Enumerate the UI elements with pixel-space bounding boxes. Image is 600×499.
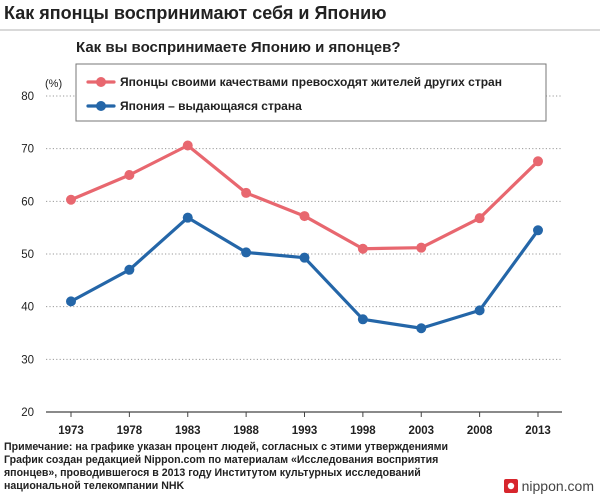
brand-name: nippon.com — [521, 478, 594, 494]
footnote-line: японцев», проводившегося в 2013 году Инс… — [4, 467, 421, 479]
series — [66, 140, 543, 334]
data-point — [533, 156, 543, 167]
x-tick-label: 2013 — [525, 425, 551, 437]
nippon-logo-icon — [503, 479, 518, 493]
y-tick-label: 80 — [21, 91, 34, 103]
series-1 — [66, 140, 543, 254]
x-tick-label: 2003 — [408, 425, 434, 437]
y-tick-label: 60 — [21, 196, 34, 208]
data-point — [416, 242, 427, 253]
data-point — [299, 211, 310, 222]
legend-entry: Японцы своими качествами превосходят жит… — [86, 75, 502, 89]
y-tick-label: 20 — [21, 407, 34, 419]
y-tick-label: 70 — [21, 144, 34, 156]
chart-title: Как вы воспринимаете Японию и японцев? — [76, 39, 401, 56]
footnote: Примечание: на графике указан процент лю… — [4, 441, 484, 493]
legend-marker — [96, 101, 106, 111]
x-tick-label: 1993 — [292, 425, 318, 437]
data-point — [299, 252, 310, 263]
data-point — [124, 264, 135, 275]
legend-label: Японцы своими качествами превосходят жит… — [120, 75, 502, 89]
axes: 20 30 40 50 60 70 80 1973 1978 1983 1988 1993 1998 20… — [21, 91, 562, 437]
legend: Японцы своими качествами превосходят жит… — [75, 63, 547, 122]
data-point — [474, 305, 485, 316]
x-tick-label: 1983 — [175, 425, 201, 437]
data-point — [241, 187, 252, 198]
page-title: Как японцы воспринимают себя и Японию — [4, 3, 387, 23]
y-tick-label: 40 — [21, 302, 34, 314]
gridlines — [46, 95, 562, 360]
y-axis-unit: (%) — [45, 78, 63, 90]
footnote-line: График создан редакцией Nippon.com по ма… — [4, 454, 439, 466]
x-tick-label: 1973 — [58, 425, 84, 437]
data-point — [182, 212, 193, 223]
x-tick-label: 1988 — [233, 425, 259, 437]
data-point — [474, 213, 485, 224]
legend-label: Япония – выдающаяся страна — [120, 99, 302, 113]
series-2 — [66, 212, 543, 334]
data-point — [357, 243, 368, 254]
title-divider — [0, 29, 600, 31]
data-point — [241, 247, 252, 258]
x-tick-label: 2008 — [467, 425, 493, 437]
footnote-line: национальной телекомпании NHK — [4, 480, 185, 492]
series-line — [69, 143, 540, 251]
brand-logo[interactable]: nippon.com — [503, 478, 594, 494]
footnote-line: Примечание: на графике указан процент лю… — [4, 441, 449, 453]
data-point — [416, 323, 427, 334]
data-point — [66, 296, 76, 307]
series-line — [69, 216, 540, 330]
data-point — [124, 170, 135, 180]
legend-entry: Япония – выдающаяся страна — [86, 99, 302, 113]
x-tick-label: 1978 — [117, 425, 143, 437]
data-point — [533, 225, 543, 236]
x-tick-label: 1998 — [350, 425, 376, 437]
data-point — [66, 194, 76, 205]
legend-marker — [96, 77, 106, 87]
y-tick-label: 30 — [21, 354, 34, 366]
legend-box — [75, 63, 547, 122]
data-point — [357, 314, 368, 325]
data-point — [182, 140, 193, 151]
y-tick-label: 50 — [21, 249, 34, 261]
